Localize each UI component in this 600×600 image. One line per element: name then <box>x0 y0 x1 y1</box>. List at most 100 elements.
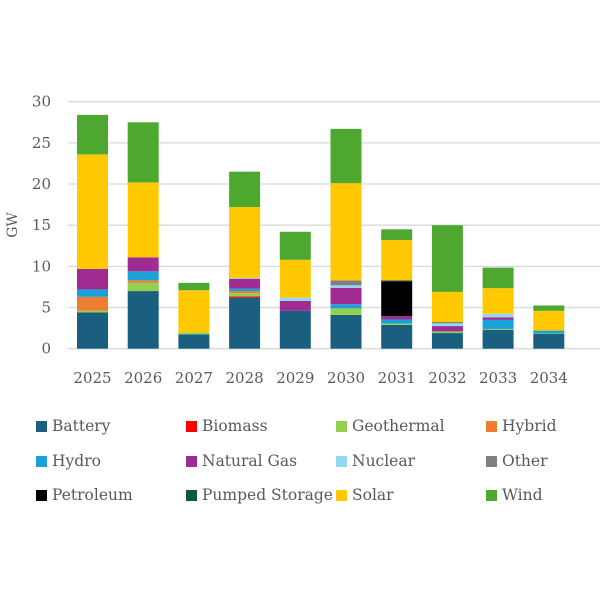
bar-segment-hydro <box>77 289 108 297</box>
bar-stack-2034 <box>533 305 565 349</box>
legend-item-hydro: Hydro <box>36 450 101 472</box>
bar-segment-geothermal <box>330 308 362 315</box>
bar-segment-battery <box>533 333 565 349</box>
bar-segment-wind <box>127 122 159 183</box>
legend-label: Hybrid <box>502 417 557 435</box>
bar-segment-solar <box>178 290 210 333</box>
x-axis-ticks: 2025 2026 2027 2028 2029 2030 2031 2032 2033 2034 <box>73 369 567 387</box>
legend-label: Battery <box>52 417 111 435</box>
bar-segment-nuclear <box>229 277 261 279</box>
bar-segment-biomass <box>229 296 261 298</box>
legend-swatch <box>186 455 197 467</box>
legend-label: Petroleum <box>52 486 133 504</box>
y-tick-label: 20 <box>32 175 51 193</box>
legend-item-geothermal: Geothermal <box>336 415 445 437</box>
bar-segment-solar <box>127 182 159 258</box>
x-tick-label: 2025 <box>73 369 111 387</box>
bar-segment-natural-gas <box>330 287 362 305</box>
bar-segment-solar <box>482 288 514 314</box>
x-tick-label: 2028 <box>226 369 264 387</box>
legend-swatch <box>186 489 197 501</box>
x-tick-label: 2029 <box>276 369 314 387</box>
bar-segment-hydro <box>229 288 261 292</box>
bars <box>77 114 565 349</box>
legend-label: Nuclear <box>352 452 416 470</box>
legend-label: Biomass <box>202 417 268 435</box>
x-tick-label: 2030 <box>327 369 365 387</box>
bar-segment-geothermal <box>431 331 463 334</box>
bar-segment-natural-gas <box>279 300 311 311</box>
y-tick-label: 30 <box>32 93 51 111</box>
bar-segment-nuclear <box>431 323 463 327</box>
bar-segment-geothermal <box>381 323 413 325</box>
y-tick-label: 0 <box>41 340 51 358</box>
bar-segment-battery <box>77 312 108 349</box>
bar-segment-solar <box>381 240 413 281</box>
legend-item-hybrid: Hybrid <box>486 415 557 437</box>
legend-swatch <box>336 455 347 467</box>
legend-swatch <box>36 455 47 467</box>
legend-label: Solar <box>352 486 394 504</box>
bar-segment-petroleum <box>381 281 413 317</box>
bar-segment-pumped-storage <box>431 322 463 324</box>
bar-segment-hydro <box>482 319 514 329</box>
legend-item-biomass: Biomass <box>186 415 268 437</box>
legend-item-battery: Battery <box>36 415 110 437</box>
bar-segment-nuclear <box>330 285 362 288</box>
legend-item-pumped-storage: Pumped Storage <box>186 484 333 506</box>
legend-swatch <box>486 489 497 501</box>
bar-stack-2027 <box>178 282 210 349</box>
bar-segment-battery <box>381 324 413 349</box>
legend-swatch <box>336 489 347 501</box>
bar-segment-solar <box>279 259 311 298</box>
legend-item-nuclear: Nuclear <box>336 450 415 472</box>
bar-segment-geothermal <box>178 332 210 335</box>
bar-segment-natural-gas <box>482 317 514 320</box>
bar-segment-wind <box>482 267 514 289</box>
bar-segment-geothermal <box>77 310 108 313</box>
bar-stack-2032 <box>431 225 463 349</box>
bar-segment-geothermal <box>482 328 514 330</box>
legend-label: Geothermal <box>352 417 445 435</box>
y-tick-label: 15 <box>32 216 51 234</box>
bar-stack-2031 <box>381 229 413 349</box>
bar-segment-solar <box>533 310 565 331</box>
bar-segment-wind <box>533 305 565 311</box>
x-tick-label: 2031 <box>378 369 416 387</box>
bar-segment-natural-gas <box>127 257 159 272</box>
bar-segment-wind <box>178 282 210 291</box>
bar-segment-hybrid <box>229 291 261 294</box>
legend-item-solar: Solar <box>336 484 394 506</box>
bar-stack-2030 <box>330 128 362 349</box>
bar-segment-wind <box>77 114 108 155</box>
legend-label: Natural Gas <box>202 452 298 470</box>
bar-segment-hydro <box>127 271 159 281</box>
y-axis-ticks: 0 5 10 15 20 25 30 <box>32 93 51 358</box>
legend-label: Other <box>502 452 548 470</box>
legend-item-natural-gas: Natural Gas <box>186 450 297 472</box>
bar-segment-solar <box>229 207 261 278</box>
legend-swatch <box>36 420 47 432</box>
legend-label: Hydro <box>52 452 101 470</box>
x-tick-label: 2033 <box>479 369 517 387</box>
legend-swatch <box>36 489 47 501</box>
bar-segment-hydro <box>330 304 362 309</box>
y-tick-label: 25 <box>32 134 51 152</box>
x-tick-label: 2026 <box>124 369 162 387</box>
x-tick-label: 2027 <box>175 369 213 387</box>
bar-segment-geothermal <box>533 333 565 334</box>
bar-segment-other <box>330 280 362 286</box>
bar-stack-2025 <box>77 114 108 349</box>
bar-segment-battery <box>279 310 311 349</box>
bar-segment-wind <box>431 225 463 292</box>
bar-segment-geothermal <box>127 282 159 292</box>
legend-item-other: Other <box>486 450 548 472</box>
legend-label: Wind <box>502 486 543 504</box>
bar-segment-battery <box>330 314 362 349</box>
legend-label: Pumped Storage <box>202 486 333 504</box>
bar-segment-geothermal <box>229 293 261 297</box>
bar-segment-natural-gas <box>381 316 413 320</box>
bar-segment-battery <box>431 333 463 349</box>
legend-swatch <box>336 420 347 432</box>
bar-segment-pumped-storage <box>381 280 413 282</box>
